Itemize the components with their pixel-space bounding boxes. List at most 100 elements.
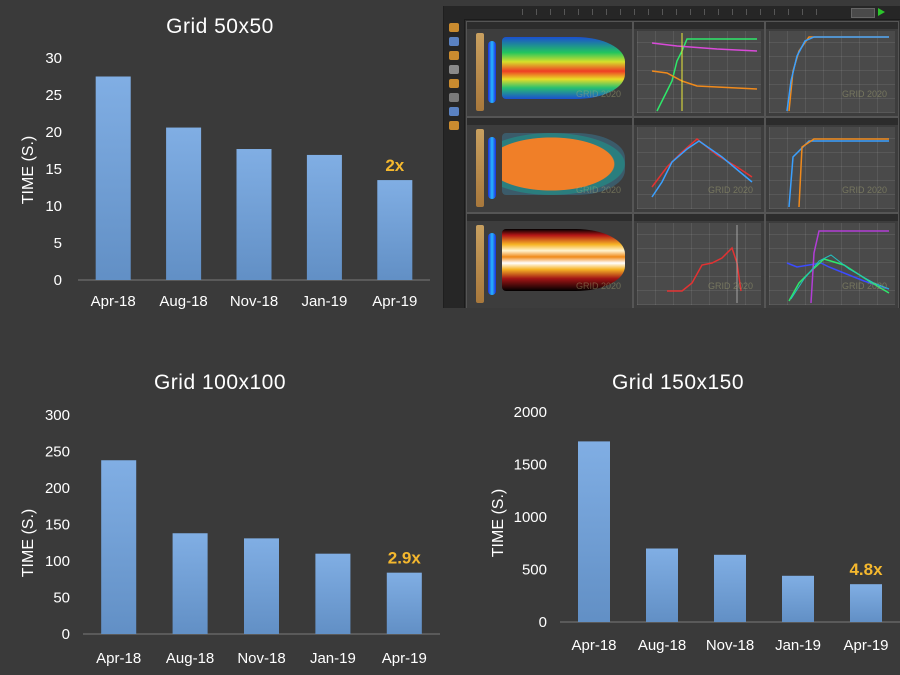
net-pressure-curves	[651, 138, 753, 198]
bar-shade	[95, 76, 131, 280]
bottom-hole-pressure-chart-panel: GRID 2020	[633, 213, 765, 308]
length-curves	[786, 36, 889, 112]
bar-shade	[236, 149, 272, 280]
y-tick-label: 30	[45, 50, 62, 67]
sidebar-icon	[449, 51, 459, 60]
chart-grid-50x50: Grid 50x50 TIME (S.) 0 5 10 15 20 25 30 Apr-18 A…	[20, 15, 430, 310]
chart-title: Grid 150x150	[612, 371, 744, 394]
x-tick-label: Aug-18	[166, 650, 214, 667]
y-tick-label: 10	[45, 198, 62, 215]
screenshot-toolbar	[444, 6, 900, 20]
chart-marks: 0 500 1000 1500 2000 Apr-18 Aug-18 Nov-18 Jan-19…	[514, 404, 900, 654]
x-tick-label: Nov-18	[230, 293, 278, 310]
bar-shade	[646, 548, 678, 622]
speedup-annotation: 4.8x	[849, 560, 883, 579]
bar-shade	[315, 553, 351, 634]
chart-grid-100x100: Grid 100x100 TIME (S.) 0 50 100 150 200 250 30…	[20, 371, 440, 667]
watermark: GRID 2020	[707, 185, 753, 195]
height-curves	[788, 138, 889, 208]
x-tick-label: Jan-19	[301, 293, 347, 310]
y-tick-label: 0	[54, 272, 62, 289]
fracture-height-chart-panel: GRID 2020	[765, 117, 899, 213]
chart-marks: 0 50 100 150 200 250 300 Apr-18 Aug-18 Nov-18 Jan-…	[45, 407, 440, 667]
y-axis-label: TIME (S.)	[20, 509, 37, 577]
sidebar-icon	[449, 121, 459, 130]
y-tick-label: 20	[45, 124, 62, 141]
play-icon	[878, 8, 885, 16]
y-tick-label: 0	[539, 614, 547, 631]
bar-shade	[714, 554, 746, 622]
wellbore	[488, 41, 496, 103]
x-tick-label: Aug-18	[638, 637, 686, 654]
slurry-rate-chart-panel: GRID 2020	[765, 213, 899, 308]
bar-shade	[172, 533, 208, 634]
x-tick-label: Nov-18	[237, 650, 285, 667]
net-pressure-chart-panel: GRID 2020	[633, 117, 765, 213]
watermark: GRID 2020	[841, 281, 887, 291]
sidebar-icon	[449, 23, 459, 32]
screenshot-sidebar	[444, 19, 465, 308]
bar-shade	[782, 575, 814, 622]
concentration-heatmap	[502, 229, 625, 291]
y-tick-label: 150	[45, 517, 70, 534]
proppant-loading-map-panel: GRID 2020	[466, 117, 633, 213]
y-tick-label: 1000	[514, 509, 547, 526]
speed-combo	[851, 8, 875, 18]
bar-shade	[166, 127, 202, 280]
x-tick-label: Apr-18	[91, 293, 136, 310]
slurry-curves	[786, 230, 890, 304]
x-tick-label: Apr-19	[382, 650, 427, 667]
chart-title: Grid 100x100	[154, 371, 286, 394]
sidebar-icon	[449, 93, 459, 102]
bar-shade	[244, 538, 279, 634]
lithology-column	[476, 129, 484, 207]
x-tick-label: Apr-18	[571, 637, 616, 654]
y-tick-label: 25	[45, 87, 62, 104]
x-tick-label: Jan-19	[310, 650, 356, 667]
y-tick-label: 2000	[514, 404, 547, 421]
watermark: GRID 2020	[575, 89, 621, 99]
sidebar-icon	[449, 37, 459, 46]
bar-shade	[306, 154, 342, 280]
y-axis-label: TIME (S.)	[20, 136, 37, 204]
fracture-length-chart-panel: GRID 2020	[765, 21, 899, 117]
y-tick-label: 100	[45, 553, 70, 570]
y-tick-label: 1500	[514, 457, 547, 474]
sidebar-icon	[449, 65, 459, 74]
speedup-annotation: 2x	[385, 156, 404, 175]
y-tick-label: 0	[62, 626, 70, 643]
x-tick-label: Apr-19	[843, 637, 888, 654]
wellbore	[488, 137, 496, 199]
y-tick-label: 300	[45, 407, 70, 424]
simulator-screenshot: GRID 2020 GRID 2020	[443, 6, 900, 308]
x-tick-label: Nov-18	[706, 637, 754, 654]
watermark: GRID 2020	[841, 89, 887, 99]
chart-marks: 0 5 10 15 20 25 30 Apr-18 Aug-18 Nov-18 Jan-19 Apr-…	[45, 50, 430, 310]
bar-shade	[850, 584, 882, 622]
watermark: GRID 2020	[575, 281, 621, 291]
chart-grid-150x150: Grid 150x150 TIME (S.) 0 500 1000 1500 2000 A…	[490, 371, 900, 654]
chart-title: Grid 50x50	[166, 15, 274, 38]
proppant-heatmap	[502, 133, 625, 195]
lithology-column	[476, 225, 484, 303]
bar-shade	[101, 460, 137, 634]
watermark: GRID 2020	[707, 281, 753, 291]
speedup-annotation: 2.9x	[388, 549, 422, 568]
timeline-ruler	[522, 9, 822, 15]
sidebar-icon	[449, 79, 459, 88]
x-tick-label: Aug-18	[159, 293, 207, 310]
y-axis-label: TIME (S.)	[490, 489, 507, 557]
wellbore	[488, 233, 496, 295]
y-tick-label: 200	[45, 480, 70, 497]
bar-shade	[578, 441, 610, 622]
x-tick-label: Jan-19	[775, 637, 821, 654]
sidebar-icon	[449, 107, 459, 116]
fracture-width-map-panel: GRID 2020	[466, 21, 633, 117]
lithology-column	[476, 33, 484, 111]
y-tick-label: 5	[54, 235, 62, 252]
watermark: GRID 2020	[575, 185, 621, 195]
bhp-curve	[667, 225, 742, 303]
watermark: GRID 2020	[841, 185, 887, 195]
y-tick-label: 50	[53, 590, 70, 607]
bar-shade	[386, 572, 422, 634]
